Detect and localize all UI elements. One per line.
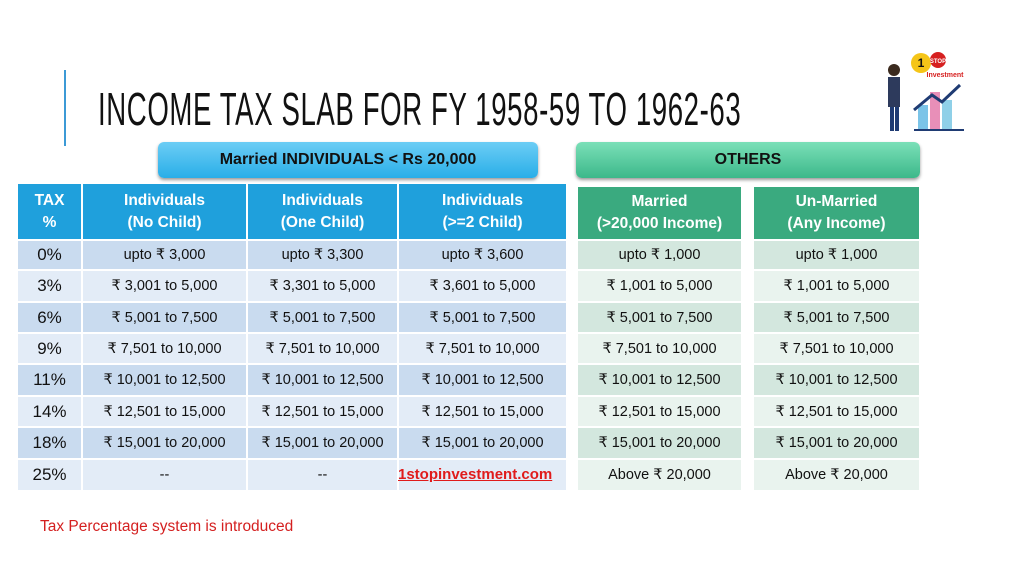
slab-cell: ₹ 12,501 to 15,000 (398, 396, 567, 427)
header-line: (One Child) (280, 213, 365, 231)
slab-cell: upto ₹ 3,000 (82, 240, 247, 270)
header-cell: Married (>20,000 Income) (577, 186, 742, 240)
slab-cell: ₹ 15,001 to 20,000 (398, 427, 567, 459)
header-line: (>=2 Child) (442, 213, 523, 231)
slab-cell: ₹ 15,001 to 20,000 (82, 427, 247, 459)
slab-cell: ₹ 10,001 to 12,500 (398, 364, 567, 396)
slab-cell: -- (82, 459, 247, 491)
slab-cell: ₹ 5,001 to 7,500 (247, 302, 398, 333)
slab-cell: ₹ 12,501 to 15,000 (82, 396, 247, 427)
header-line: Un-Married (795, 193, 878, 210)
header-line: Individuals (282, 191, 363, 209)
header-line: % (42, 213, 57, 231)
rate-cell: 3% (17, 270, 82, 302)
logo-sign: STOP (930, 59, 946, 65)
slab-cell: upto ₹ 1,000 (753, 240, 920, 270)
rate-cell: 11% (17, 364, 82, 396)
slab-cell: upto ₹ 3,600 (398, 240, 567, 270)
slab-cell: ₹ 7,501 to 10,000 (398, 333, 567, 364)
note: Tax Percentage system is introduced (40, 518, 294, 535)
rate-cell: 9% (17, 333, 82, 364)
slab-cell: ₹ 7,501 to 10,000 (247, 333, 398, 364)
slab-cell: upto ₹ 3,300 (247, 240, 398, 270)
header-cell: Un-Married (Any Income) (753, 186, 920, 240)
header-cell: Individuals (No Child) (82, 183, 247, 240)
logo: 1 STOP Investment (888, 52, 965, 131)
header-line: Individuals (124, 191, 205, 209)
slab-cell: -- (247, 459, 398, 491)
slab-cell: ₹ 5,001 to 7,500 (82, 302, 247, 333)
logo-word: Investment (927, 72, 965, 79)
slab-cell: ₹ 12,501 to 15,000 (577, 396, 742, 427)
slab-cell: ₹ 3,301 to 5,000 (247, 270, 398, 302)
watermark: 1stopinvestment.com (398, 466, 553, 483)
rate-cell: 14% (17, 396, 82, 427)
slab-cell: ₹ 12,501 to 15,000 (753, 396, 920, 427)
title: INCOME TAX SLAB FOR FY 1958-59 TO 1962-6… (98, 83, 742, 135)
slab-cell: ₹ 15,001 to 20,000 (577, 427, 742, 459)
header-line: Individuals (442, 191, 523, 209)
header-line: TAX (34, 191, 65, 209)
slab-cell: ₹ 10,001 to 12,500 (577, 364, 742, 396)
slab-cell: ₹ 10,001 to 12,500 (753, 364, 920, 396)
header-line: Married (631, 193, 688, 210)
slab-cell: ₹ 3,001 to 5,000 (82, 270, 247, 302)
rate-cell: 0% (17, 240, 82, 270)
slab-cell: ₹ 15,001 to 20,000 (753, 427, 920, 459)
slab-cell: ₹ 5,001 to 7,500 (577, 302, 742, 333)
slab-cell: ₹ 3,601 to 5,000 (398, 270, 567, 302)
slab-cell: ₹ 1,001 to 5,000 (753, 270, 920, 302)
slab-cell: ₹ 12,501 to 15,000 (247, 396, 398, 427)
accent-line (64, 70, 66, 146)
slab-cell: ₹ 7,501 to 10,000 (577, 333, 742, 364)
slab-cell: ₹ 10,001 to 12,500 (82, 364, 247, 396)
slab-cell: Above ₹ 20,000 (753, 459, 920, 491)
left-banner: Married INDIVIDUALS < Rs 20,000 (158, 142, 538, 178)
slab-cell: ₹ 7,501 to 10,000 (753, 333, 920, 364)
header-line: (Any Income) (787, 215, 886, 232)
header-cell: TAX% (17, 183, 82, 240)
rate-cell: 25% (17, 459, 82, 491)
slab-cell: ₹ 5,001 to 7,500 (753, 302, 920, 333)
slab-cell (398, 459, 567, 491)
slab-cell: Above ₹ 20,000 (577, 459, 742, 491)
slab-cell: ₹ 7,501 to 10,000 (82, 333, 247, 364)
rate-cell: 18% (17, 427, 82, 459)
slab-cell: ₹ 10,001 to 12,500 (247, 364, 398, 396)
slab-cell: ₹ 5,001 to 7,500 (398, 302, 567, 333)
header-line: (>20,000 Income) (596, 215, 723, 232)
slab-cell: upto ₹ 1,000 (577, 240, 742, 270)
header-cell: Individuals (One Child) (247, 183, 398, 240)
slab-cell: ₹ 15,001 to 20,000 (247, 427, 398, 459)
header-cell: Individuals (>=2 Child) (398, 183, 567, 240)
logo-number: 1 (918, 56, 925, 70)
right-banner: OTHERS (576, 142, 920, 178)
rate-cell: 6% (17, 302, 82, 333)
slab-cell: ₹ 1,001 to 5,000 (577, 270, 742, 302)
header-line: (No Child) (127, 213, 202, 231)
